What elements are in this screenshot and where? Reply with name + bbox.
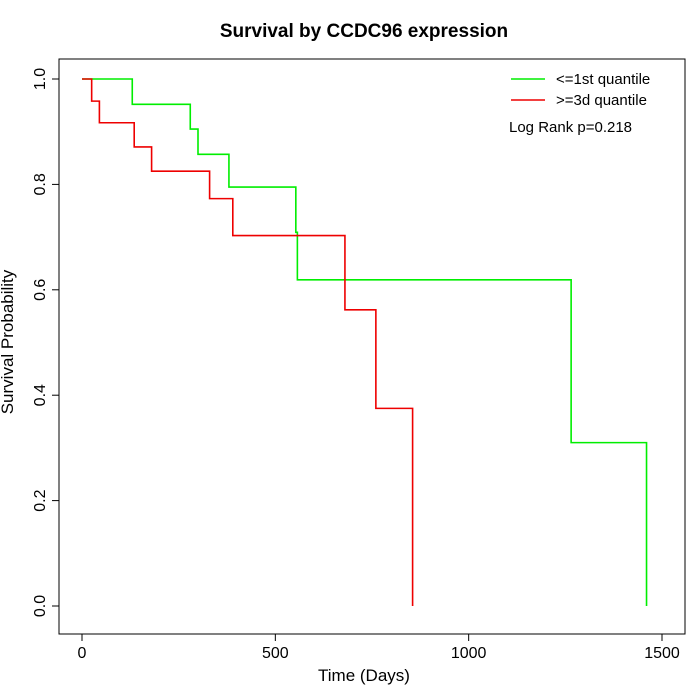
x-tick-label: 1000 bbox=[451, 645, 487, 662]
y-tick-label: 0.0 bbox=[32, 595, 49, 617]
y-tick-label: 0.8 bbox=[32, 173, 49, 195]
x-tick-label: 0 bbox=[78, 645, 87, 662]
series-line-2 bbox=[82, 78, 414, 606]
plot-area-frame bbox=[58, 58, 686, 635]
legend: <=1st quantile >=3d quantile bbox=[511, 71, 650, 109]
chart-title: Survival by CCDC96 expression bbox=[220, 21, 508, 42]
y-tick-label: 0.6 bbox=[32, 279, 49, 301]
y-tick-label: 0.4 bbox=[32, 384, 49, 406]
log-rank-annotation: Log Rank p=0.218 bbox=[509, 119, 632, 136]
x-tick-label: 1500 bbox=[644, 645, 680, 662]
x-tick-label: 500 bbox=[262, 645, 289, 662]
axes: 0 500 1000 1500 0.0 0.2 0.4 0.6 0.8 1.0 bbox=[32, 68, 680, 662]
y-axis-label: Survival Probability bbox=[0, 269, 17, 414]
x-axis-label: Time (Days) bbox=[318, 666, 410, 685]
legend-label: <=1st quantile bbox=[556, 71, 650, 88]
legend-label: >=3d quantile bbox=[556, 92, 647, 109]
y-tick-label: 0.2 bbox=[32, 489, 49, 511]
series-line-1 bbox=[82, 78, 648, 606]
series-lines bbox=[82, 78, 648, 606]
y-tick-label: 1.0 bbox=[32, 68, 49, 90]
